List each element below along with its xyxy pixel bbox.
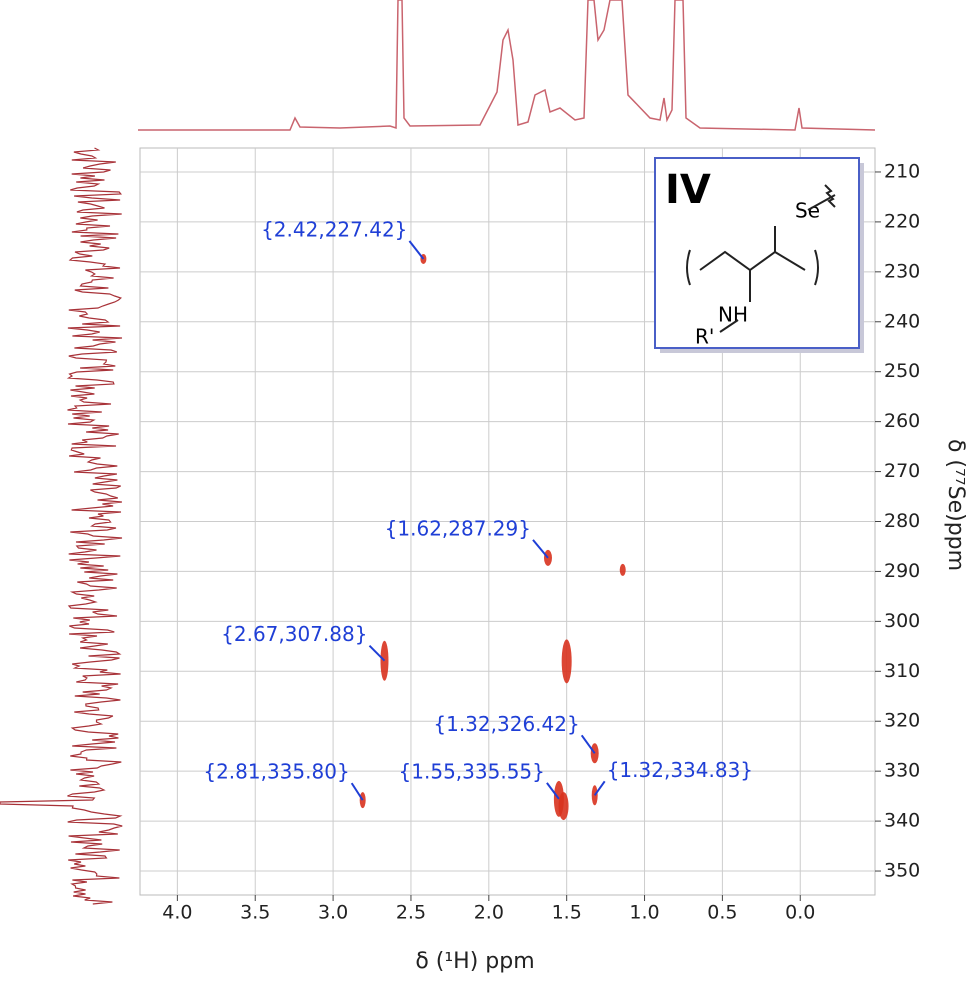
x-axis-title: δ (¹H) ppm	[415, 949, 534, 974]
y-tick-label: 320	[884, 710, 920, 732]
x-tick-label: 0.5	[707, 902, 737, 924]
leader-line	[593, 780, 606, 796]
y-axis-title: δ (⁷⁷Se)ppm	[943, 439, 968, 571]
y-tick-label: 210	[884, 160, 920, 182]
y-tick-label: 250	[884, 360, 920, 382]
peak-label: {1.62,287.29}	[385, 516, 531, 540]
y-tick-label: 350	[884, 860, 920, 882]
x-tick-label: 2.0	[474, 902, 504, 924]
leader-line	[580, 734, 596, 754]
y-tick-label: 260	[884, 410, 920, 432]
atom-label: R'	[695, 325, 714, 349]
x-tick-label: 2.5	[396, 902, 426, 924]
y-tick-label: 290	[884, 560, 920, 582]
left-projection	[0, 147, 123, 905]
inset-label: IV	[665, 167, 711, 213]
peak-label: {1.32,326.42}	[433, 712, 579, 736]
x-tick-label: 3.0	[318, 902, 348, 924]
leader-line	[350, 782, 364, 801]
leader-line	[532, 539, 549, 559]
peak-label: {1.55,335.55}	[399, 759, 545, 783]
x-tick-label: 1.5	[552, 902, 582, 924]
y-tick-label: 300	[884, 610, 920, 632]
peak-label: {2.81,335.80}	[203, 760, 349, 784]
peak-label: {2.67,307.88}	[221, 622, 367, 646]
inset-structure: IV Se NH R'	[654, 157, 864, 353]
peak	[619, 563, 626, 576]
x-tick-label: 1.0	[629, 902, 659, 924]
y-tick-label: 310	[884, 660, 920, 682]
peak	[558, 792, 569, 821]
y-tick-label: 230	[884, 260, 920, 282]
leader-line	[408, 240, 425, 260]
peak-label: {1.32,334.83}	[607, 758, 753, 782]
x-tick-label: 3.5	[240, 902, 270, 924]
y-tick-label: 220	[884, 210, 920, 232]
y-tick-label: 270	[884, 460, 920, 482]
peak	[561, 639, 572, 684]
y-tick-label: 330	[884, 760, 920, 782]
leader-line	[546, 782, 560, 800]
x-tick-label: 0.0	[785, 902, 815, 924]
y-tick-label: 280	[884, 510, 920, 532]
atom-label: Se	[795, 199, 820, 223]
y-tick-label: 240	[884, 310, 920, 332]
structure-bonds	[686, 184, 836, 333]
top-projection	[138, 0, 876, 131]
x-tick-label: 4.0	[162, 902, 192, 924]
leader-line	[368, 645, 386, 662]
peak-label: {2.42,227.42}	[261, 217, 407, 241]
y-tick-label: 340	[884, 810, 920, 832]
